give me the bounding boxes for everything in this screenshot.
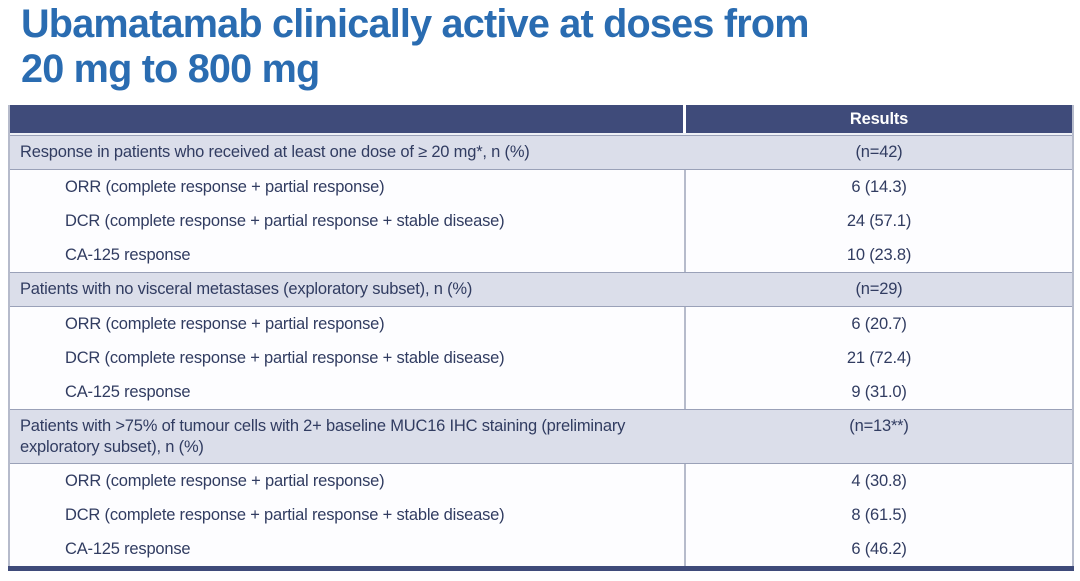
row-value: 21 (72.4) <box>846 348 912 367</box>
section-n-value: (n=42) <box>855 143 903 161</box>
section-n-value: (n=13**) <box>849 417 909 435</box>
row-label: CA-125 response <box>10 532 686 566</box>
row-label: DCR (complete response + partial respons… <box>10 204 686 238</box>
table-header-empty-cell <box>10 105 686 133</box>
table-row-orr: ORR (complete response + partial respons… <box>10 170 1072 204</box>
section-row-muc16-ihc-staining: Patients with >75% of tumour cells with … <box>10 409 1072 464</box>
row-value: 8 (61.5) <box>851 505 907 524</box>
row-label: ORR (complete response + partial respons… <box>10 170 686 204</box>
row-value: 24 (57.1) <box>846 211 912 230</box>
row-label: ORR (complete response + partial respons… <box>10 307 686 341</box>
row-value: 4 (30.8) <box>851 471 907 490</box>
slide-title-line2: 20 mg to 800 mg <box>21 47 320 91</box>
row-label: ORR (complete response + partial respons… <box>10 464 686 498</box>
table-row-ca125: CA-125 response 10 (23.8) <box>10 238 1072 272</box>
table-row-ca125: CA-125 response 9 (31.0) <box>10 375 1072 409</box>
table-row-orr: ORR (complete response + partial respons… <box>10 464 1072 498</box>
row-value: 10 (23.8) <box>846 245 912 264</box>
section-row-no-visceral-metastases: Patients with no visceral metastases (ex… <box>10 272 1072 307</box>
row-value: 9 (31.0) <box>851 382 907 401</box>
slide-title: Ubamatamab clinically active at doses fr… <box>21 2 1069 92</box>
row-label: CA-125 response <box>10 375 686 409</box>
slide-title-line1: Ubamatamab clinically active at doses fr… <box>21 2 809 46</box>
section-label: Patients with no visceral metastases (ex… <box>20 280 473 298</box>
table-row-orr: ORR (complete response + partial respons… <box>10 307 1072 341</box>
results-table: Results Response in patients who receive… <box>8 105 1074 566</box>
row-label: CA-125 response <box>10 238 686 272</box>
row-value: 6 (20.7) <box>851 314 907 333</box>
row-value: 6 (14.3) <box>851 177 907 196</box>
row-label: DCR (complete response + partial respons… <box>10 341 686 375</box>
cutoff-next-section-bar <box>8 566 1074 571</box>
section-label: Response in patients who received at lea… <box>20 143 530 161</box>
table-row-dcr: DCR (complete response + partial respons… <box>10 341 1072 375</box>
table-header-row: Results <box>10 105 1072 135</box>
table-row-dcr: DCR (complete response + partial respons… <box>10 498 1072 532</box>
row-value: 6 (46.2) <box>851 539 907 558</box>
row-label: DCR (complete response + partial respons… <box>10 498 686 532</box>
section-row-dose-20mg: Response in patients who received at lea… <box>10 135 1072 170</box>
section-label: Patients with >75% of tumour cells with … <box>20 417 626 456</box>
section-n-value: (n=29) <box>855 280 903 298</box>
table-row-ca125: CA-125 response 6 (46.2) <box>10 532 1072 566</box>
table-header-results-label: Results <box>849 109 909 128</box>
table-row-dcr: DCR (complete response + partial respons… <box>10 204 1072 238</box>
